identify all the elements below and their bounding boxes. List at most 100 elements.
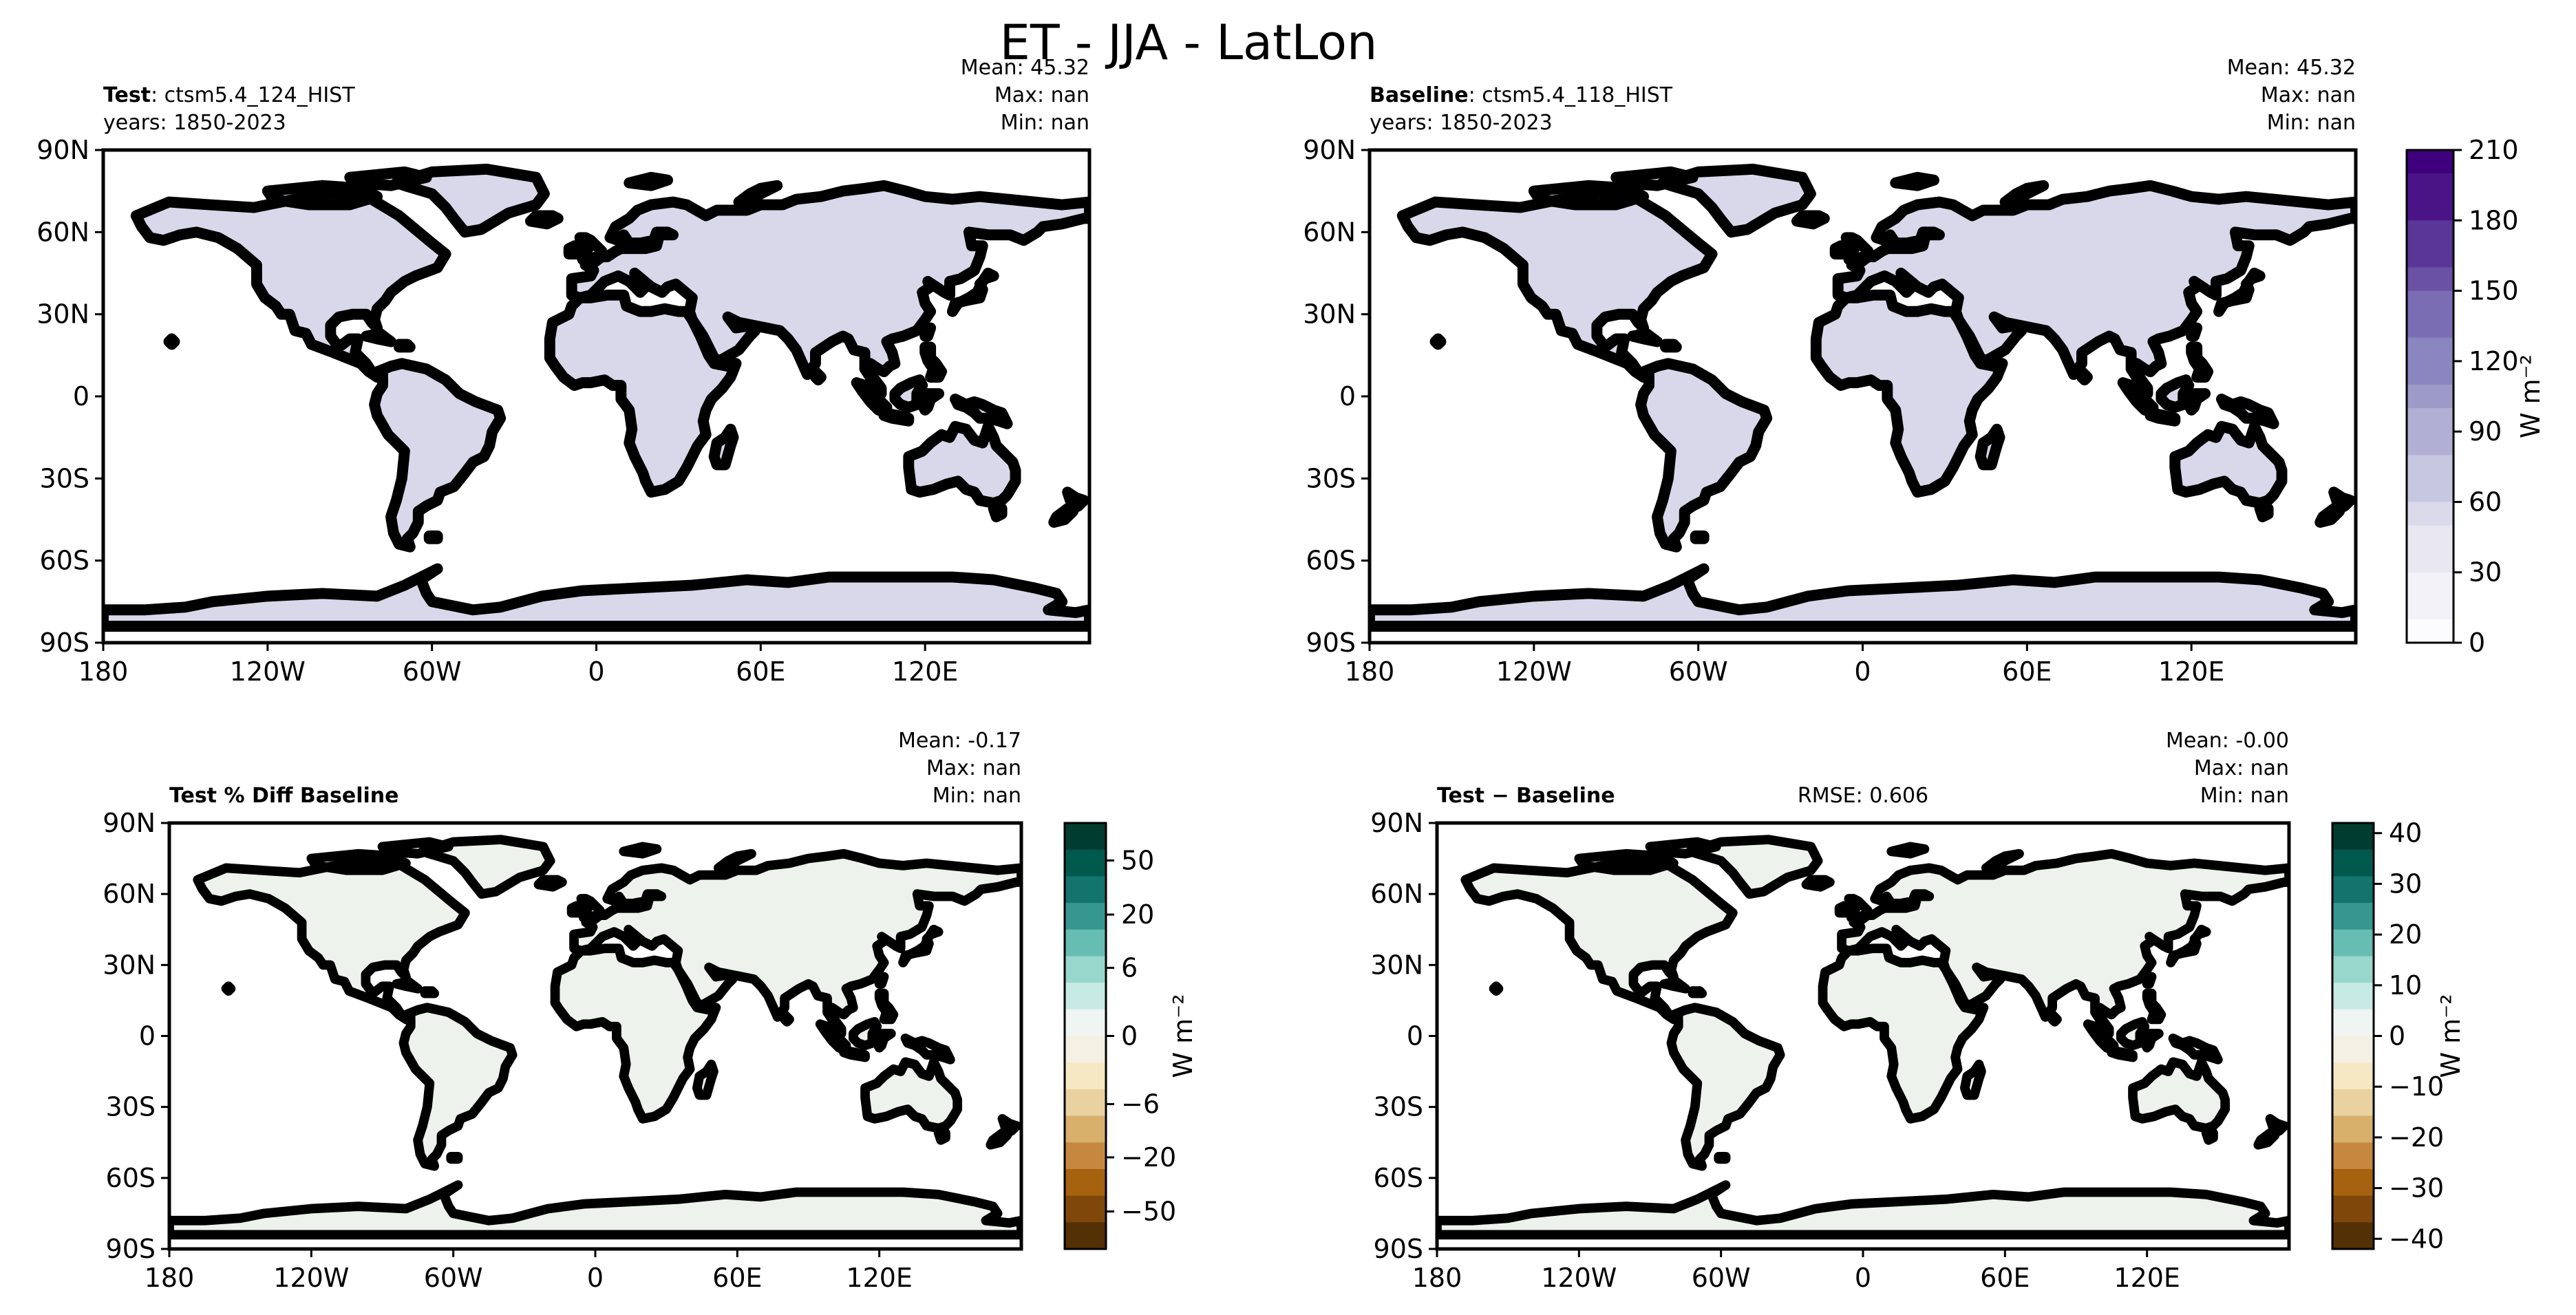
colorbar-bin (1065, 1062, 1106, 1090)
colorbar-bin (2332, 849, 2374, 877)
colorbar-label: W m⁻² (1168, 994, 1198, 1078)
colorbar-tick-label: −40 (2389, 1223, 2444, 1254)
colorbar-bin (2332, 1142, 2374, 1170)
colorbar-bin (1065, 1222, 1106, 1250)
colorbar-tick-label: −6 (1121, 1089, 1160, 1120)
colorbar-bin (2332, 1115, 2374, 1143)
x-tick-label: 120W (1496, 656, 1572, 687)
colorbar-label: W m⁻² (2515, 354, 2546, 438)
colorbar-tick-label: 150 (2469, 276, 2519, 306)
colorbar-bin (2332, 1036, 2374, 1063)
x-tick-label: 0 (588, 656, 604, 687)
panel-rmse: RMSE: 0.606 (1798, 784, 1928, 808)
colorbar-bin (2332, 956, 2374, 983)
colorbar-bin (1065, 1142, 1106, 1170)
y-tick-label: 60S (1306, 546, 1356, 576)
stat-min: Min: nan (1001, 111, 1089, 135)
colorbar-bin (1065, 1195, 1106, 1223)
panel-label: Test % Diff Baseline (169, 784, 399, 808)
colorbar-bin (2407, 431, 2453, 456)
colorbar-bin (2407, 455, 2453, 479)
colorbar-label: W m⁻² (2436, 994, 2466, 1078)
colorbar-bin (1065, 1009, 1106, 1037)
colorbar-bin (2407, 220, 2453, 244)
colorbar-tick-label: 6 (1121, 952, 1138, 983)
colorbar-tick-label: 0 (2389, 1021, 2405, 1051)
colorbar-bin (1065, 1168, 1106, 1197)
x-tick-label: 60E (736, 656, 785, 687)
colorbar-tick-label: −30 (2389, 1173, 2444, 1204)
colorbar-bin (2407, 150, 2453, 174)
y-tick-label: 60N (1303, 217, 1356, 247)
figure-title: ET - JJA - LatLon (1000, 14, 1378, 71)
colorbar-bin (2407, 619, 2453, 643)
colorbar-frame (2405, 149, 2455, 644)
y-tick-label: 90N (1303, 135, 1356, 165)
x-tick-label: 180 (1345, 656, 1395, 687)
panel-label: Baseline: ctsm5.4_118_HIST (1370, 83, 1673, 107)
x-tick-label: 120W (273, 1263, 349, 1293)
x-tick-label: 180 (1412, 1263, 1462, 1293)
colorbar-tick-label: 10 (2389, 970, 2422, 1001)
colorbar-bin (2407, 595, 2453, 620)
colorbar-tick-label: 30 (2469, 557, 2502, 588)
stat-mean: Mean: -0.00 (2166, 729, 2289, 753)
stat-min: Min: nan (933, 784, 1021, 808)
panel-label: Test: ctsm5.4_124_HIST (103, 83, 355, 107)
x-tick-label: 0 (1854, 656, 1871, 687)
colorbar-cb-pct: 50 20 6 0 −6 −20 −50 W m⁻² (1063, 822, 1198, 1250)
stat-max: Max: nan (2261, 83, 2356, 107)
y-tick-label: 60N (103, 879, 156, 909)
y-tick-label: 90S (1306, 628, 1356, 658)
colorbar-tick-label: 180 (2469, 205, 2519, 235)
colorbar-bin (1065, 903, 1106, 930)
y-tick-label: 90S (40, 628, 89, 658)
x-tick-label: 120W (1541, 1263, 1617, 1293)
y-tick-label: 60S (40, 546, 89, 576)
stat-mean: Mean: 45.32 (2227, 56, 2356, 80)
colorbar-bin (2332, 1222, 2374, 1250)
panels: 180 120W 60W 0 60E 120E 90N 60N 30N 0 30S 60S 90S Tes… (36, 56, 2358, 1293)
x-tick-label: 60W (1669, 656, 1728, 687)
x-tick-label: 60E (712, 1263, 762, 1293)
colorbar-bin (1065, 876, 1106, 904)
colorbar-bin (1065, 1036, 1106, 1063)
colorbar-cb-diff: 40 30 20 10 0 −10 −20 −30 −40 W m⁻² (2331, 818, 2466, 1254)
map-panel-baseline: 180 120W 60W 0 60E 120E 90N 60N 30N 0 30S 60S 90S Bas… (1303, 56, 2358, 687)
x-tick-label: 0 (1855, 1263, 1871, 1293)
map-panel-diff: 180 120W 60W 0 60E 120E 90N 60N 30N 0 30S 60S 90S Tes… (1370, 729, 2291, 1293)
colorbar-tick-label: −20 (1121, 1142, 1176, 1173)
y-tick-label: 90N (103, 808, 156, 838)
x-tick-label: 60E (1980, 1263, 2030, 1293)
colorbar-bin (2407, 408, 2453, 432)
x-tick-label: 120E (2114, 1263, 2180, 1293)
colorbar-bin (1065, 1089, 1106, 1117)
colorbar-tick-label: 40 (2389, 818, 2422, 848)
colorbar-bin (2332, 876, 2374, 904)
colorbar-bin (2407, 314, 2453, 339)
colorbar-bin (2407, 173, 2453, 197)
colorbar-bin (2407, 337, 2453, 362)
colorbar-bin (2407, 267, 2453, 292)
y-tick-label: 30N (103, 950, 156, 980)
colorbar-tick-label: 20 (2389, 919, 2422, 950)
y-tick-label: 90N (1370, 808, 1423, 838)
panel-years: years: 1850-2023 (103, 111, 286, 135)
colorbar-bin (2332, 929, 2374, 957)
colorbar-tick-label: 50 (1121, 845, 1154, 875)
colorbar-bin (2332, 1009, 2374, 1037)
colorbar-tick-label: 30 (2389, 868, 2422, 899)
y-tick-label: 60N (1370, 879, 1423, 909)
colorbar-tick-label: 210 (2469, 135, 2519, 165)
y-tick-label: 30S (1306, 463, 1356, 493)
colorbar-bin (2407, 572, 2453, 597)
y-tick-label: 90N (36, 135, 89, 165)
y-tick-label: 60N (36, 217, 89, 247)
colorbar-bin (2407, 548, 2453, 573)
panel-label: Test − Baseline (1437, 784, 1615, 808)
panel-years: years: 1850-2023 (1370, 111, 1553, 135)
y-tick-label: 0 (139, 1021, 156, 1051)
colorbar-tick-label: 20 (1121, 899, 1154, 930)
y-tick-label: 60S (1374, 1163, 1423, 1193)
